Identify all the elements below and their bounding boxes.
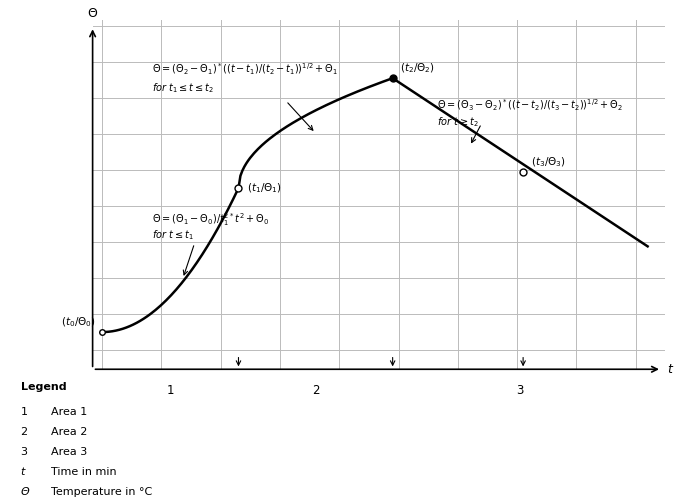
- Text: Time in min: Time in min: [51, 467, 117, 477]
- Text: for $t \leq t_1$: for $t \leq t_1$: [152, 229, 193, 243]
- Text: $(t_1/\Theta_1)$: $(t_1/\Theta_1)$: [247, 181, 282, 195]
- Text: 1: 1: [167, 384, 174, 397]
- Text: 3: 3: [21, 447, 27, 457]
- Text: $(t_3/\Theta_3)$: $(t_3/\Theta_3)$: [532, 155, 566, 169]
- Text: Temperature in °C: Temperature in °C: [51, 487, 153, 497]
- Text: for $t_1 \leq t \leq t_2$: for $t_1 \leq t \leq t_2$: [152, 81, 214, 95]
- Text: Legend: Legend: [21, 382, 67, 392]
- Text: $\Theta = (\Theta_1 - \Theta_0)/t_1^{2*} t^2 + \Theta_0$: $\Theta = (\Theta_1 - \Theta_0)/t_1^{2*}…: [152, 211, 270, 228]
- Text: for $t \geq t_2$: for $t \geq t_2$: [436, 115, 478, 129]
- Text: Θ: Θ: [21, 487, 29, 497]
- Text: Area 3: Area 3: [51, 447, 88, 457]
- Text: 2: 2: [312, 384, 319, 397]
- Text: 3: 3: [517, 384, 524, 397]
- Text: $\Theta$: $\Theta$: [87, 7, 98, 20]
- Text: $\Theta = (\Theta_3 - \Theta_2)^* ((t - t_2)/(t_3 - t_2))^{1/2} + \Theta_2$: $\Theta = (\Theta_3 - \Theta_2)^* ((t - …: [436, 98, 623, 113]
- Text: t: t: [21, 467, 25, 477]
- Text: $(t_0/\Theta_0)$: $(t_0/\Theta_0)$: [61, 315, 96, 329]
- Text: $\Theta = (\Theta_2 - \Theta_1)^* ((t - t_1)/(t_2 - t_1))^{1/2} + \Theta_1$: $\Theta = (\Theta_2 - \Theta_1)^* ((t - …: [152, 62, 338, 77]
- Text: 2: 2: [21, 427, 27, 437]
- Text: $(t_2/\Theta_2)$: $(t_2/\Theta_2)$: [400, 61, 435, 75]
- Text: $t$: $t$: [667, 363, 674, 376]
- Text: 1: 1: [21, 407, 27, 417]
- Text: Area 2: Area 2: [51, 427, 88, 437]
- Text: Area 1: Area 1: [51, 407, 88, 417]
